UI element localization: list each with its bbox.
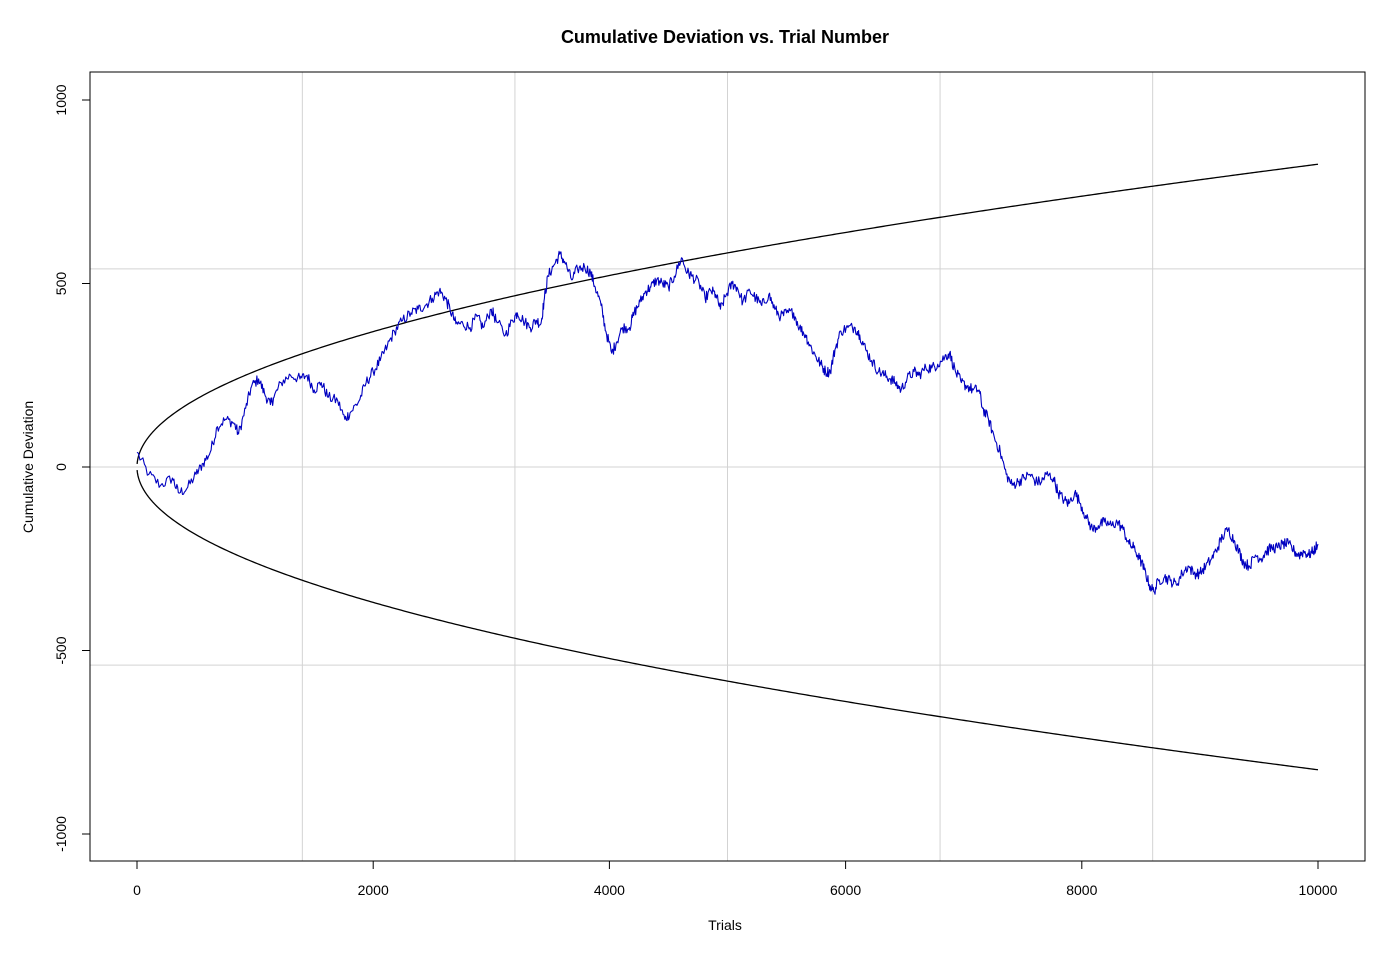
envelope xyxy=(136,163,1319,771)
lower-envelope-line xyxy=(136,469,1319,771)
series-line-cumulative-deviation xyxy=(136,250,1319,595)
grid xyxy=(90,72,1365,861)
y-tick-label: 0 xyxy=(53,463,69,471)
y-tick-label: -500 xyxy=(53,636,69,664)
x-tick-label: 10000 xyxy=(1299,882,1338,898)
y-axis-label: Cumulative Deviation xyxy=(20,401,36,533)
x-tick-label: 2000 xyxy=(358,882,389,898)
series-layer xyxy=(136,250,1319,595)
y-tick-label: 1000 xyxy=(53,84,69,115)
y-tick-label: 500 xyxy=(53,272,69,296)
chart-title: Cumulative Deviation vs. Trial Number xyxy=(561,27,889,47)
upper-envelope-line xyxy=(136,163,1319,465)
x-tick-label: 0 xyxy=(133,882,141,898)
y-tick-label: -1000 xyxy=(53,816,69,852)
x-tick-label: 4000 xyxy=(594,882,625,898)
x-tick-label: 8000 xyxy=(1066,882,1097,898)
plot-frame xyxy=(89,71,1366,862)
x-axis-label: Trials xyxy=(708,917,742,933)
axes: 0 2000 4000 6000 8000 10000 -1000 -500 0 500 1000 xyxy=(53,84,1338,898)
x-tick-label: 6000 xyxy=(830,882,861,898)
